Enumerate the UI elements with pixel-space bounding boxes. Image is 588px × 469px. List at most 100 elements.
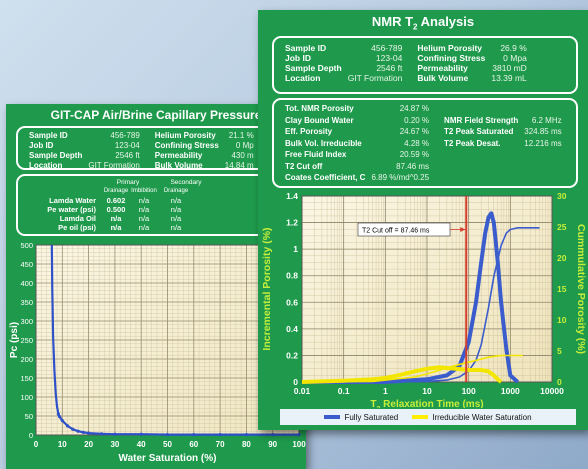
capillary-sample-value: 456-789 (110, 131, 140, 140)
capillary-point (81, 430, 85, 434)
nmr-result-value: 6.89 %/md^0.25 (371, 173, 430, 182)
nmr-sample-label: Sample ID (285, 43, 327, 53)
nmr-result-value2 (521, 172, 564, 184)
nmr-results-table: Tot. NMR Porosity 24.87 % Clay Bound Water… (282, 103, 565, 184)
capillary-sample-value2: 0 Mp (235, 141, 254, 150)
legend-swatch (324, 415, 341, 419)
capillary-point (218, 433, 222, 437)
fluid-row-value: n/a (138, 196, 150, 205)
nmr-result-label: Free Fluid Index (285, 150, 347, 159)
capillary-point (165, 433, 170, 437)
capillary-sample-value: 2546 ft (115, 151, 140, 160)
capillary-y-label: Pc (psi) (9, 322, 20, 358)
capillary-x-tick: 20 (84, 440, 93, 449)
nmr-x-tick: 10000 (540, 386, 564, 396)
capillary-sample-label: Location (29, 161, 63, 170)
nmr-y2-tick: 5 (557, 346, 562, 356)
nmr-x-tick: 10 (422, 386, 432, 396)
nmr-y-tick: 0.6 (286, 297, 298, 307)
capillary-y-tick: 500 (20, 241, 33, 250)
capillary-sample-value2: 21.1 % (228, 131, 254, 140)
nmr-result-row: T2 Cut off 87.46 ms (282, 161, 565, 173)
nmr-cumulative-curve (301, 354, 523, 383)
capillary-sample-label2: Permeability (154, 151, 203, 160)
capillary-sample-value: 123-04 (114, 141, 140, 150)
nmr-sample-value2: 0 Mpa (503, 53, 527, 63)
capillary-point (113, 432, 117, 436)
nmr-incremental-curve (301, 365, 503, 384)
nmr-sample-row: Sample ID 456-789 Helium Porosity 26.9 % (282, 43, 530, 53)
nmr-result-label2: NMR Field Strength (444, 115, 519, 125)
nmr-sample-value2: 3810 mD (492, 63, 527, 73)
nmr-x-tick: 1000 (501, 386, 520, 396)
fluid-row-value: 0.602 (106, 196, 126, 205)
capillary-y-tick: 450 (20, 260, 33, 269)
fluid-sub-header: Drainage (163, 188, 189, 194)
nmr-result-value2 (521, 149, 564, 161)
nmr-result-label: Tot. NMR Porosity (285, 104, 354, 113)
capillary-y-tick: 300 (20, 317, 33, 326)
capillary-sample-value2: 430 m (231, 151, 254, 160)
capillary-y-tick: 250 (20, 336, 33, 345)
capillary-point (60, 418, 64, 423)
nmr-result-row: Coates Coefficient, C 6.89 %/md^0.25 (282, 172, 565, 184)
fluid-sub-header: Drainage (103, 188, 129, 194)
nmr-result-label2 (432, 103, 521, 115)
nmr-y2-tick: 30 (557, 191, 567, 201)
capillary-sample-row: Location GIT Formation Bulk Volume 14.84 m (26, 161, 257, 171)
nmr-chart: 0.01 0.1 1 10 100 1000 1000000.20.40.60.811.21… (261, 191, 587, 408)
fluid-sub-header: Imbibition (131, 188, 157, 194)
nmr-result-value2 (521, 161, 564, 173)
capillary-sample-label: Job ID (29, 141, 54, 150)
nmr-title-end: Analysis (417, 14, 475, 29)
capillary-point (65, 424, 70, 428)
nmr-y-tick: 0.8 (286, 271, 298, 281)
nmr-x-tick: 0.01 (294, 386, 311, 396)
nmr-result-label: Bulk Vol. Irreducible (285, 138, 362, 148)
capillary-sample-row: Job ID 123-04 Confining Stress 0 Mp (26, 141, 257, 151)
nmr-y2-label: Cummulative Porosity (%) (575, 224, 587, 354)
capillary-sample-value2: 14.84 m (224, 161, 254, 170)
capillary-sample-label2: Confining Stress (154, 141, 219, 150)
fluid-row-label: Pe oil (psi) (58, 223, 96, 232)
nmr-result-value2: 324.85 ms (524, 127, 562, 136)
capillary-x-tick: 90 (268, 440, 277, 449)
nmr-y-tick: 0.2 (286, 350, 298, 360)
nmr-result-value: 24.67 % (399, 127, 430, 136)
nmr-result-value2: 12.216 ms (524, 138, 562, 148)
nmr-sample-table: Sample ID 456-789 Helium Porosity 26.9 % Job… (282, 43, 530, 83)
fluid-row-value: n/a (138, 223, 150, 232)
nmr-result-label2 (432, 161, 521, 173)
nmr-x-label: T2 Relaxation Time (ms) (370, 399, 483, 408)
fluid-row-value: n/a (110, 223, 122, 232)
capillary-point (297, 433, 301, 437)
capillary-title: GIT-CAP Air/Brine Capillary Pressure (50, 108, 262, 122)
capillary-point (100, 432, 104, 436)
capillary-sample-label: Sample Depth (29, 151, 83, 160)
nmr-cutoff-arrowhead (460, 227, 466, 232)
capillary-sample-label2: Bulk Volume (154, 161, 203, 170)
capillary-x-tick: 10 (58, 440, 67, 449)
nmr-sample-value: 123-04 (375, 53, 403, 63)
capillary-point (244, 433, 248, 437)
capillary-sample-row: Sample Depth 2546 ft Permeability 430 m (26, 151, 257, 161)
nmr-cumulative-curve (302, 227, 540, 383)
legend-label: Fully Saturated (344, 412, 399, 422)
nmr-y2-tick: 25 (557, 222, 567, 232)
nmr-sample-row: Job ID 123-04 Confining Stress 0 Mpa (282, 53, 530, 63)
legend-item: Fully Saturated (324, 413, 398, 422)
nmr-title-main: NMR T (371, 14, 414, 29)
nmr-y-tick: 0.4 (286, 324, 298, 334)
nmr-y-tick: 1 (293, 244, 298, 254)
capillary-sample-label2: Helium Porosity (154, 131, 216, 140)
nmr-sample-label2: Confining Stress (417, 53, 486, 63)
nmr-result-value: 24.87 % (399, 104, 430, 113)
nmr-result-value: 20.59 % (399, 150, 430, 159)
capillary-point (71, 427, 75, 431)
nmr-y-tick: 1.2 (286, 218, 298, 228)
fluid-row-value: n/a (110, 214, 122, 223)
fluid-row-value: n/a (170, 205, 182, 214)
capillary-sample-table: Sample ID 456-789 Helium Porosity 21.1 % Job… (26, 131, 257, 171)
capillary-x-tick: 80 (242, 440, 251, 449)
capillary-sample-label: Sample ID (29, 131, 68, 140)
